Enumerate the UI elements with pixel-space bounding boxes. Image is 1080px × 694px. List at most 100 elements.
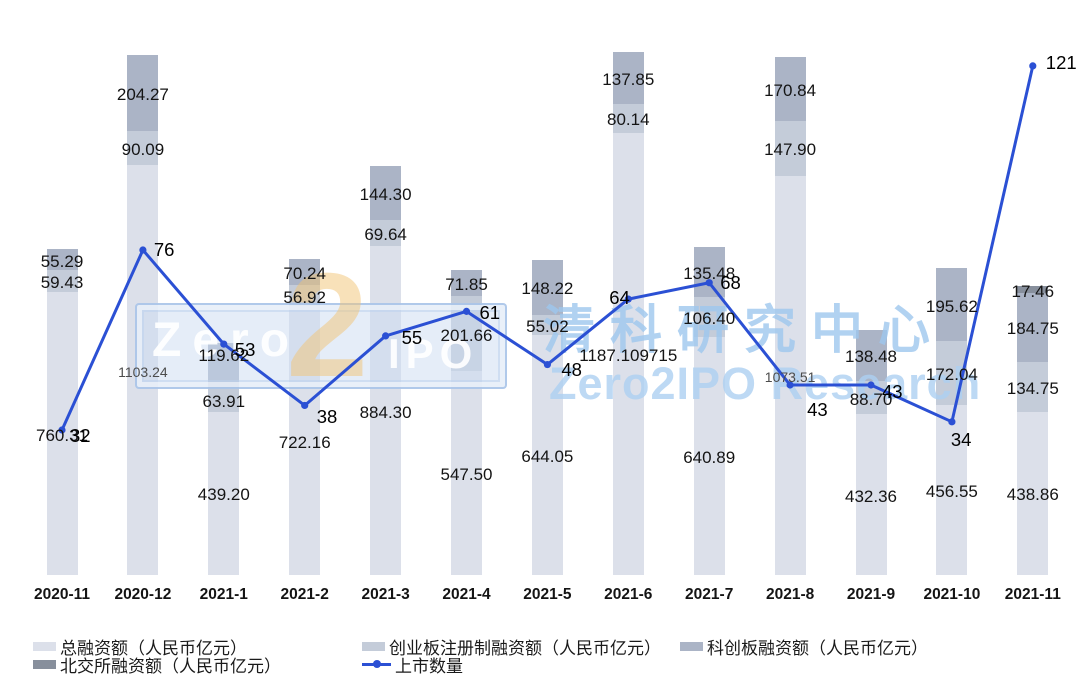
bar-segment-star xyxy=(693,246,725,297)
line-value-label: 61 xyxy=(479,302,501,324)
line-point xyxy=(1029,62,1037,70)
bar-segment-star xyxy=(370,166,402,221)
legend-swatch-chinext xyxy=(362,641,385,651)
bar-value-label-chinext: 55.02 xyxy=(526,317,569,337)
bar-value-label-star: 138.48 xyxy=(845,347,897,367)
line-point xyxy=(867,381,875,389)
bar-segment-star xyxy=(855,329,887,382)
line-point xyxy=(543,360,552,369)
line-point xyxy=(301,401,309,410)
bar-value-label-chinext: 80.14 xyxy=(607,110,650,130)
line-value-label: 43 xyxy=(807,399,828,420)
bar-segment-chinext xyxy=(612,103,644,134)
bar-segment-star xyxy=(774,57,806,121)
bar-value-label-chinext: 201.66 xyxy=(440,325,493,345)
bar-value-label-chinext: 88.70 xyxy=(849,389,893,409)
bar-value-label-chinext: 147.90 xyxy=(764,140,817,160)
x-axis-label: 2021-7 xyxy=(685,586,734,603)
bar-segment-chinext xyxy=(46,270,78,293)
line-value-label: 32 xyxy=(70,425,91,446)
bar-value-label-star: 170.84 xyxy=(764,80,817,100)
bar-value-label-chinext: 56.92 xyxy=(283,287,326,307)
bar-segment-chinext xyxy=(370,220,402,247)
bar-value-label-star: 71.85 xyxy=(445,274,488,294)
line-value-label: 55 xyxy=(401,326,423,348)
bar-segment-chinext xyxy=(208,387,240,412)
bar-segment-star xyxy=(612,52,644,104)
x-axis-label: 2021-11 xyxy=(1004,586,1061,603)
bar-segment-star xyxy=(289,259,321,286)
bar-value-label-star: 195.62 xyxy=(925,296,978,316)
bar-value-label-total: 438.86 xyxy=(1006,485,1059,505)
legend-swatch-star xyxy=(680,641,703,651)
legend-swatch-bse xyxy=(33,659,56,669)
bar-value-label-chinext: 63.91 xyxy=(202,391,246,411)
bar-value-label-chinext: 59.43 xyxy=(40,273,84,293)
line-value-label: 43 xyxy=(882,381,903,402)
bar-value-label-chinext: 172.04 xyxy=(925,365,978,385)
x-axis-label: 2021-5 xyxy=(523,586,572,603)
x-axis-label: 2021-9 xyxy=(846,586,896,603)
bar-value-label-chinext: 69.64 xyxy=(364,225,407,245)
bar-segment-total xyxy=(531,335,563,575)
bar-segment-total xyxy=(451,371,482,575)
bar-segment-star xyxy=(531,259,563,315)
bar-segment-chinext xyxy=(774,120,806,176)
bar-value-label-star: 137.85 xyxy=(602,69,655,89)
bar-segment-star xyxy=(451,269,482,297)
bar-value-label-chinext: 106.40 xyxy=(683,308,736,328)
bar-segment-total xyxy=(370,246,402,575)
bar-value-label-total: 456.55 xyxy=(925,482,978,502)
bar-value-label-chinext: 134.75 xyxy=(1006,378,1059,398)
legend-label-listings: 上市数量 xyxy=(395,656,463,676)
bar-segment-star xyxy=(46,249,78,271)
bar-segment-chinext xyxy=(693,297,725,337)
x-axis-label: 2021-4 xyxy=(442,586,491,603)
bar-segment-star xyxy=(127,55,159,132)
x-axis-label: 2021-3 xyxy=(361,586,410,603)
line-value-label: 48 xyxy=(561,358,582,380)
x-axis-label: 2021-1 xyxy=(199,586,248,603)
legend-item-total: 总融资额（人民币亿元） xyxy=(33,637,247,658)
bar-segment-total xyxy=(693,336,725,575)
line-value-label: 38 xyxy=(316,406,338,428)
bar-value-label-bse: 17.46 xyxy=(1011,281,1055,301)
legend-swatch-total xyxy=(33,641,56,651)
bar-segment-total xyxy=(1017,411,1049,575)
line-point xyxy=(948,418,956,426)
line-point xyxy=(382,332,390,340)
bar-value-label-star: 144.30 xyxy=(359,185,412,205)
bar-value-label-star: 135.48 xyxy=(683,263,736,283)
line-value-label: 34 xyxy=(950,428,972,450)
bar-segment-bse xyxy=(1017,286,1049,293)
bar-segment-chinext xyxy=(289,285,321,307)
bar-segment-chinext xyxy=(127,131,159,165)
bar-value-label-star: 148.22 xyxy=(521,279,574,299)
line-value-label: 68 xyxy=(720,271,741,293)
legend-line-marker-icon xyxy=(362,660,391,668)
line-point xyxy=(786,381,794,389)
x-axis-label: 2021-6 xyxy=(604,586,653,603)
line-point xyxy=(462,307,471,315)
line-value-label: 53 xyxy=(234,339,256,361)
bar-value-label-total: 884.30 xyxy=(359,402,412,422)
legend-label-star: 科创板融资额（人民币亿元） xyxy=(707,638,928,658)
line-point xyxy=(139,246,147,254)
bar-value-label-total: 760.31 xyxy=(36,425,88,445)
x-axis-label: 2020-11 xyxy=(33,586,91,603)
line-value-label: 76 xyxy=(153,239,175,260)
bar-segment-chinext xyxy=(531,314,563,336)
bar-segment-star xyxy=(1017,292,1049,362)
bar-value-label-star: 55.29 xyxy=(40,251,84,271)
legend-item-chinext: 创业板注册制融资额（人民币亿元） xyxy=(362,637,661,658)
bar-value-label-total: 547.50 xyxy=(440,465,493,485)
bar-value-label-total: 644.05 xyxy=(521,447,574,467)
bar-segment-chinext xyxy=(1017,361,1049,412)
line-value-label: 121 xyxy=(1045,51,1077,73)
bar-segment-total xyxy=(936,405,968,575)
bar-value-label-total: 439.20 xyxy=(197,485,250,505)
legend-item-star: 科创板融资额（人民币亿元） xyxy=(680,637,928,658)
bar-segment-total xyxy=(208,411,240,575)
